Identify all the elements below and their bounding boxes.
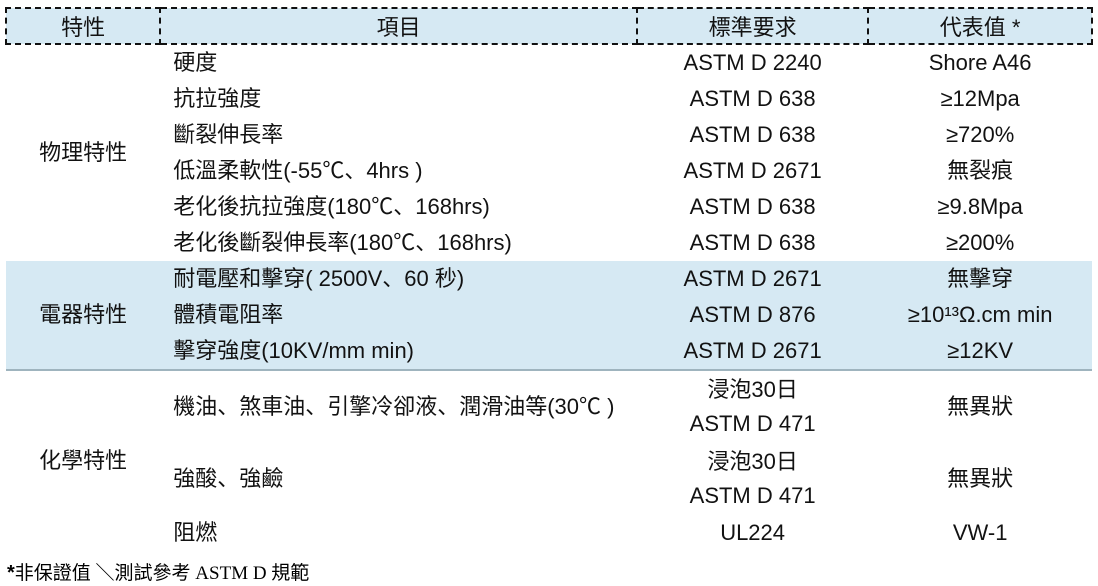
- item-cell: 機油、煞車油、引擎冷卻液、潤滑油等(30℃ ): [173, 394, 615, 420]
- standard-cell: ASTM D 638: [689, 230, 816, 256]
- standard-cell: ASTM D 2671: [636, 333, 869, 371]
- item-cell: 擊穿強度(10KV/mm min): [160, 333, 637, 371]
- standard-cell: ASTM D 2671: [636, 261, 869, 297]
- footnote-text: 非保證值 ＼測試參考 ASTM D 規範: [14, 563, 310, 584]
- standard-cell: ASTM D 638: [689, 86, 816, 112]
- value-cell: ≥12KV: [868, 333, 1092, 371]
- value-cell: ≥720%: [945, 122, 1015, 148]
- table-row: 物理特性 硬度 ASTM D 2240 Shore A46: [6, 44, 1092, 165]
- table-row: 化學特性 機油、煞車油、引擎冷卻液、潤滑油等(30℃ ) 浸泡30日 ASTM D …: [6, 370, 1092, 473]
- value-cell: 無異狀: [947, 466, 1014, 492]
- category-cell: 電器特性: [6, 261, 161, 371]
- table-body: 物理特性 硬度 ASTM D 2240 Shore A46 抗拉強度 ASTM D 638…: [6, 44, 1092, 551]
- header-item: 項目: [159, 7, 638, 45]
- standard-cell: ASTM D 2671: [683, 158, 822, 184]
- table-row: 阻燃 UL224 VW-1: [6, 515, 1092, 551]
- value-cell: VW-1: [952, 520, 1008, 546]
- value-cell: ≥9.8Mpa: [937, 194, 1023, 220]
- table-row: 強酸、強鹼 浸泡30日 ASTM D 471 無異狀: [6, 443, 1092, 515]
- item-cell: 斷裂伸長率: [173, 122, 284, 148]
- header-value: 代表值 *: [867, 7, 1093, 45]
- table-row: 擊穿強度(10KV/mm min) ASTM D 2671 ≥12KV: [6, 333, 1092, 371]
- item-cell: 老化後抗拉強度(180℃、168hrs): [173, 194, 490, 220]
- table-row: 老化後抗拉強度(180℃、168hrs) ASTM D 638 ≥9.8Mpa: [6, 189, 1092, 225]
- header-characteristic: 特性: [4, 7, 162, 45]
- value-cell: ≥12Mpa: [940, 86, 1020, 112]
- table-row: 斷裂伸長率 ASTM D 638 ≥720%: [6, 117, 1092, 153]
- item-cell: 阻燃: [173, 520, 218, 546]
- item-cell: 老化後斷裂伸長率(180℃、168hrs): [173, 230, 512, 256]
- item-cell: 低溫柔軟性(-55℃、4hrs ): [173, 158, 423, 184]
- table-row: 老化後斷裂伸長率(180℃、168hrs) ASTM D 638 ≥200%: [6, 225, 1092, 261]
- standard-cell: 浸泡30日 ASTM D 471: [689, 376, 816, 436]
- item-cell: 強酸、強鹼: [173, 466, 284, 492]
- standard-cell: ASTM D 638: [689, 194, 816, 220]
- item-cell: 耐電壓和擊穿( 2500V、60 秒): [160, 261, 637, 297]
- table-row: 電器特性 耐電壓和擊穿( 2500V、60 秒) ASTM D 2671 無擊穿: [6, 261, 1092, 371]
- value-cell: ≥10¹³Ω.cm min: [868, 297, 1092, 333]
- value-cell: 無裂痕: [947, 158, 1014, 184]
- standard-cell: ASTM D 876: [636, 297, 869, 333]
- header-standard: 標準要求: [635, 7, 870, 45]
- item-cell: 硬度: [173, 50, 218, 76]
- value-cell: Shore A46: [928, 50, 1032, 76]
- table-row: 抗拉強度 ASTM D 638 ≥12Mpa: [6, 81, 1092, 117]
- table-row: 體積電阻率 ASTM D 876 ≥10¹³Ω.cm min: [6, 297, 1092, 333]
- footnote-asterisk: *: [7, 562, 15, 584]
- value-cell: ≥200%: [945, 230, 1015, 256]
- category-cell: 物理特性: [39, 140, 128, 166]
- table-row: 低溫柔軟性(-55℃、4hrs ) ASTM D 2671 無裂痕: [6, 153, 1092, 189]
- header-row: 特性 項目 標準要求 代表值 *: [4, 7, 1093, 45]
- standard-cell: ASTM D 638: [689, 122, 816, 148]
- table-header: 特性 項目 標準要求 代表值 *: [4, 7, 1093, 45]
- category-cell: 化學特性: [39, 448, 128, 474]
- item-cell: 抗拉強度: [173, 86, 262, 112]
- item-cell: 體積電阻率: [160, 297, 637, 333]
- standard-cell: 浸泡30日 ASTM D 471: [689, 448, 816, 508]
- footnote: *非保證值 ＼測試參考 ASTM D 規範: [7, 558, 1093, 585]
- standard-cell: ASTM D 2240: [683, 50, 822, 76]
- value-cell: 無擊穿: [868, 261, 1092, 297]
- spec-table: 特性 項目 標準要求 代表值 * 物理特性 硬度 ASTM D 2240 Shore …: [4, 7, 1093, 551]
- standard-cell: UL224: [720, 520, 786, 546]
- value-cell: 無異狀: [947, 394, 1014, 420]
